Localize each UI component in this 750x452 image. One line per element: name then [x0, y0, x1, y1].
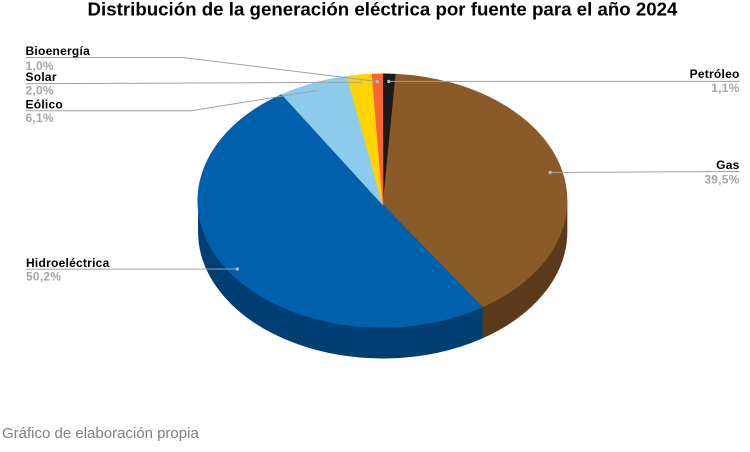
svg-text:39,5%: 39,5%: [704, 173, 739, 187]
svg-text:2,0%: 2,0%: [26, 84, 54, 98]
svg-text:Gráfico de elaboración propia: Gráfico de elaboración propia: [2, 425, 199, 442]
svg-text:Bioenergía: Bioenergía: [26, 44, 91, 58]
svg-text:50,2%: 50,2%: [26, 269, 61, 283]
svg-text:Gas: Gas: [716, 158, 740, 172]
svg-text:Eólico: Eólico: [26, 97, 64, 111]
svg-text:6,1%: 6,1%: [26, 111, 54, 125]
svg-text:Hidroeléctrica: Hidroeléctrica: [26, 256, 110, 270]
svg-text:Solar: Solar: [26, 70, 57, 84]
svg-text:Distribución de la generación: Distribución de la generación eléctrica …: [88, 0, 678, 19]
svg-text:1,1%: 1,1%: [711, 81, 739, 95]
svg-text:Petróleo: Petróleo: [690, 67, 740, 81]
svg-text:1,0%: 1,0%: [26, 59, 54, 73]
